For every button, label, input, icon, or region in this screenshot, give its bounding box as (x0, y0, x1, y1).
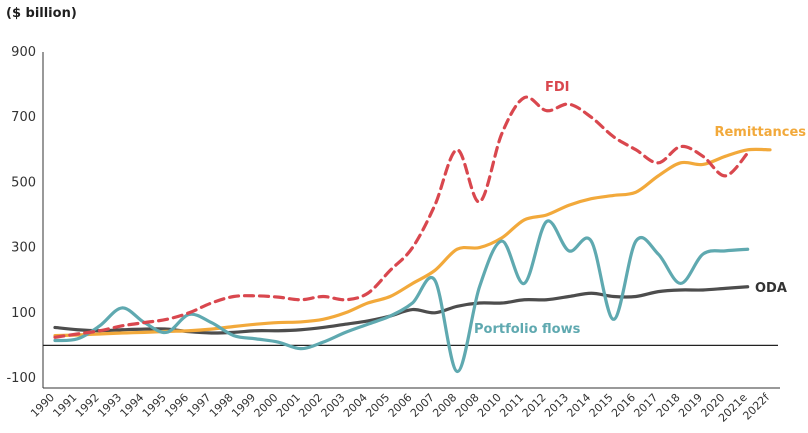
x-tick-label: 1999 (229, 391, 258, 420)
x-tick-label: 2006 (386, 391, 415, 420)
x-tick-label: 2008 (453, 391, 482, 420)
x-tick-label: 2007 (408, 391, 437, 420)
x-tick-labels: 1990199119921993199419951996199719981999… (28, 390, 773, 425)
y-tick-label: 300 (11, 241, 36, 256)
x-tick-label: 2004 (341, 391, 370, 420)
x-tick-label: 1998 (207, 391, 236, 420)
y-tick-label: 700 (11, 110, 36, 125)
y-tick-label: -100 (6, 371, 36, 386)
x-tick-label: 2022f (740, 390, 773, 423)
x-tick-label: 2013 (542, 391, 571, 420)
series-label-portfolio-flows: Portfolio flows (474, 322, 581, 337)
x-tick-label: 1993 (95, 391, 124, 420)
series-labels: FDI Remittances Portfolio flows ODA (474, 80, 806, 337)
series-line-oda (53, 285, 750, 335)
x-tick-label: 2017 (631, 391, 660, 420)
x-tick-label: 2001 (274, 391, 303, 420)
x-tick-label: 2008 (430, 391, 459, 420)
series-group (53, 95, 772, 374)
series-label-remittances: Remittances (714, 125, 806, 140)
x-tick-label: 2012 (520, 391, 549, 420)
x-tick-label: 2014 (564, 391, 593, 420)
x-tick-label: 2018 (654, 391, 683, 420)
x-tick-label: 2002 (296, 391, 325, 420)
series-line-fdi (53, 95, 750, 339)
x-tick-label: 1996 (162, 391, 191, 420)
series-line-remittances (53, 147, 772, 338)
x-tick-label: 2015 (587, 391, 616, 420)
y-tick-label: 100 (11, 306, 36, 321)
x-tick-label: 2019 (676, 391, 705, 420)
y-tick-label: 500 (11, 175, 36, 190)
unit-label: ($ billion) (6, 6, 77, 21)
series-label-fdi: FDI (545, 80, 570, 95)
x-tick-label: 1994 (118, 391, 147, 420)
x-tick-label: 2000 (252, 391, 281, 420)
x-tick-label: 2010 (475, 391, 504, 420)
x-tick-label: 1990 (28, 391, 57, 420)
y-tick-labels: 900 700 500 300 100 -100 (6, 45, 36, 386)
series-line-portfolio-flows (53, 219, 750, 374)
y-tick-label: 900 (11, 45, 36, 60)
x-tick-label: 2005 (363, 391, 392, 420)
x-tick-label: 2016 (609, 391, 638, 420)
x-tick-label: 2011 (497, 391, 526, 420)
x-tick-label: 2003 (319, 391, 348, 420)
x-tick-label: 1997 (185, 391, 214, 420)
series-label-oda: ODA (755, 281, 787, 296)
x-tick-label: 1991 (50, 391, 79, 420)
x-tick-label: 1995 (140, 391, 169, 420)
x-tick-label: 1992 (73, 391, 102, 420)
